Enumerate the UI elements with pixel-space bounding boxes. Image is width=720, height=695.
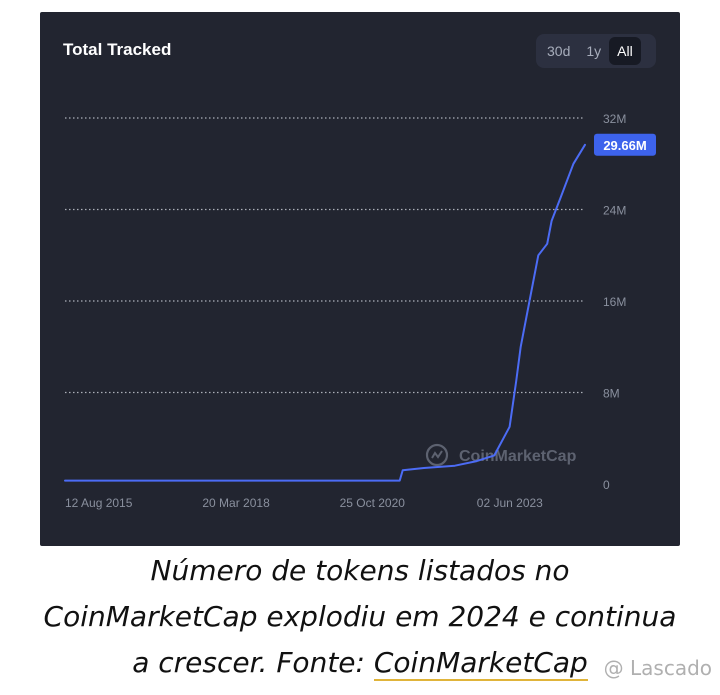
series-line (64, 143, 586, 482)
x-tick-label: 20 Mar 2018 (202, 496, 270, 510)
x-tick-label: 25 Oct 2020 (340, 496, 406, 510)
caption-line-3-prefix: a crescer. Fonte: (132, 646, 374, 679)
caption-line-1: Número de tokens listados no (150, 554, 570, 587)
y-axis: 0 8M 16M 24M 32M (603, 112, 626, 492)
y-tick-label: 0 (603, 478, 610, 492)
range-tabs: 30d 1y All (536, 34, 656, 68)
tab-1y[interactable]: 1y (586, 43, 602, 59)
coinmarketcap-logo-icon (425, 443, 449, 467)
chart-watermark: CoinMarketCap (425, 443, 577, 467)
last-value-badge: 29.66M (594, 133, 656, 156)
x-tick-label: 02 Jun 2023 (477, 496, 543, 510)
chart-title: Total Tracked (63, 40, 172, 59)
y-tick-label: 16M (603, 295, 626, 309)
caption-line-3: a crescer. Fonte: CoinMarketCap (0, 640, 720, 686)
series-layer (64, 143, 586, 482)
x-tick-label: 12 Aug 2015 (65, 496, 133, 510)
caption-source-link[interactable]: CoinMarketCap (373, 646, 588, 681)
y-tick-label: 32M (603, 112, 626, 126)
chart-watermark-text: CoinMarketCap (459, 448, 577, 465)
x-axis: 12 Aug 2015 20 Mar 2018 25 Oct 2020 02 Jun … (65, 496, 543, 510)
caption-line-2: CoinMarketCap explodiu em 2024 e continu… (43, 600, 677, 633)
chart-card: Total Tracked 30d 1y All (40, 12, 680, 546)
tab-30d[interactable]: 30d (547, 43, 571, 59)
tab-all[interactable]: All (609, 37, 641, 65)
last-value-label: 29.66M (603, 138, 646, 153)
y-tick-label: 8M (603, 387, 620, 401)
y-tick-label: 24M (603, 204, 626, 218)
line-chart: CoinMarketCap 12 Aug 2015 20 Mar 2018 25 O… (64, 112, 656, 510)
grid-lines (65, 117, 585, 394)
figure-caption: Número de tokens listados no CoinMarketC… (0, 548, 720, 686)
author-watermark: @ Lascado (603, 656, 712, 680)
last-value-badge-bg (594, 133, 656, 156)
